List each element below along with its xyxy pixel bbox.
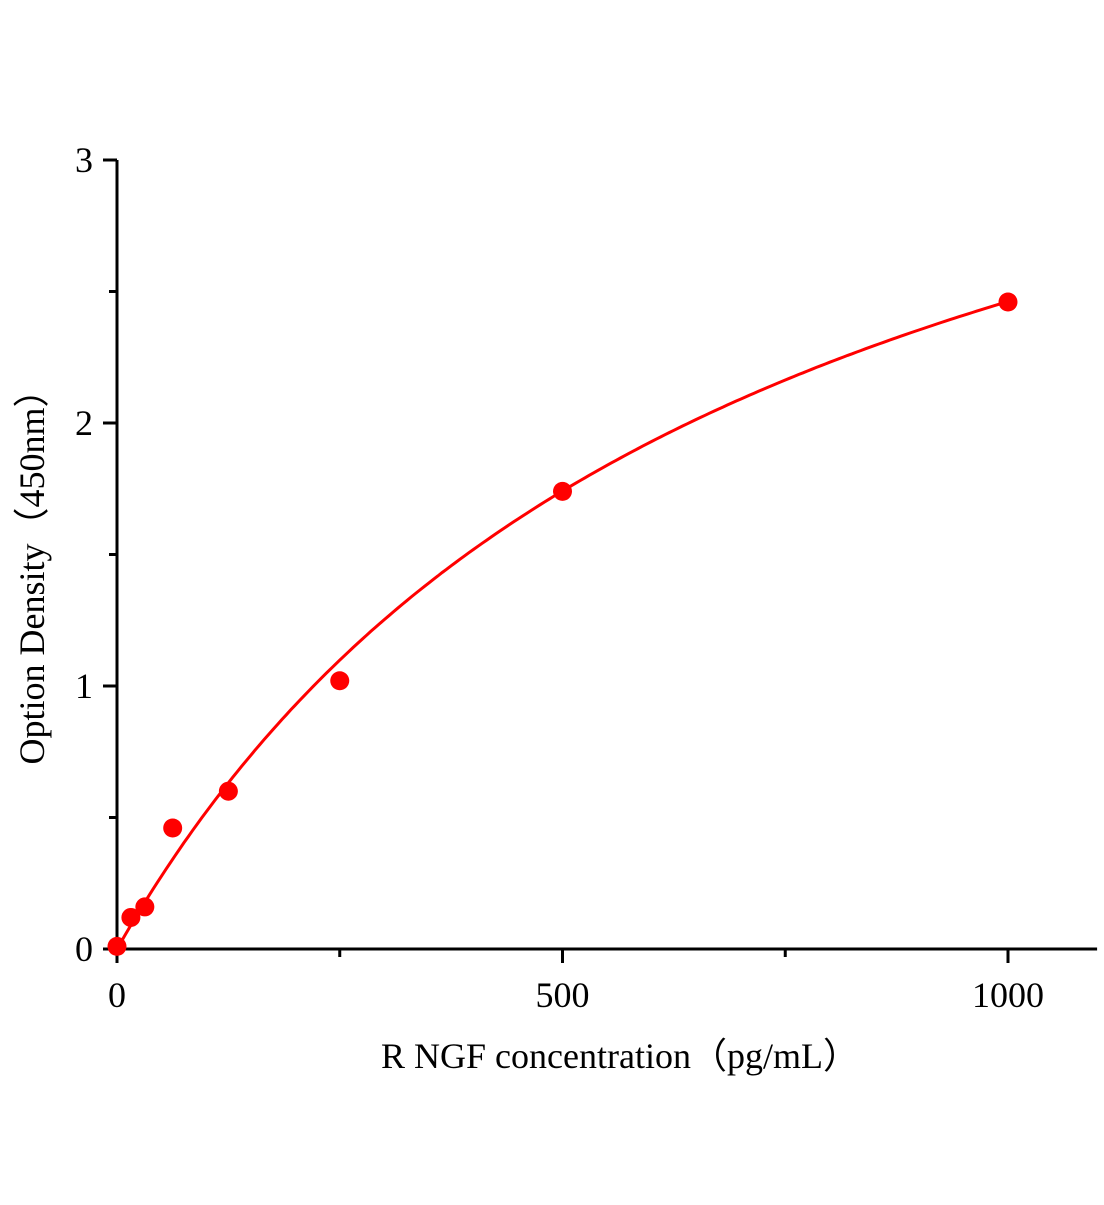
data-point (135, 897, 155, 917)
axes: 0 500 1000 0 1 2 3 (75, 140, 1098, 1015)
data-point (107, 936, 127, 956)
x-tick-label: 0 (108, 975, 126, 1015)
data-point (998, 292, 1018, 312)
y-tick-label: 3 (75, 140, 93, 180)
data-points (107, 292, 1018, 956)
x-tick-label: 500 (536, 975, 590, 1015)
y-tick-label: 0 (75, 929, 93, 969)
y-tick-label: 1 (75, 666, 93, 706)
data-point (218, 781, 238, 801)
data-point (330, 671, 350, 691)
y-tick-label: 2 (75, 403, 93, 443)
x-tick-label: 1000 (972, 975, 1044, 1015)
x-axis-label: R NGF concentration（pg/mL） (381, 1036, 859, 1076)
fit-curve-layer (115, 300, 1009, 950)
data-point (553, 481, 572, 501)
data-point (121, 907, 141, 927)
data-point (163, 818, 183, 838)
fit-curve (115, 300, 1009, 950)
y-axis-label: Option Density（450nm） (12, 372, 52, 765)
